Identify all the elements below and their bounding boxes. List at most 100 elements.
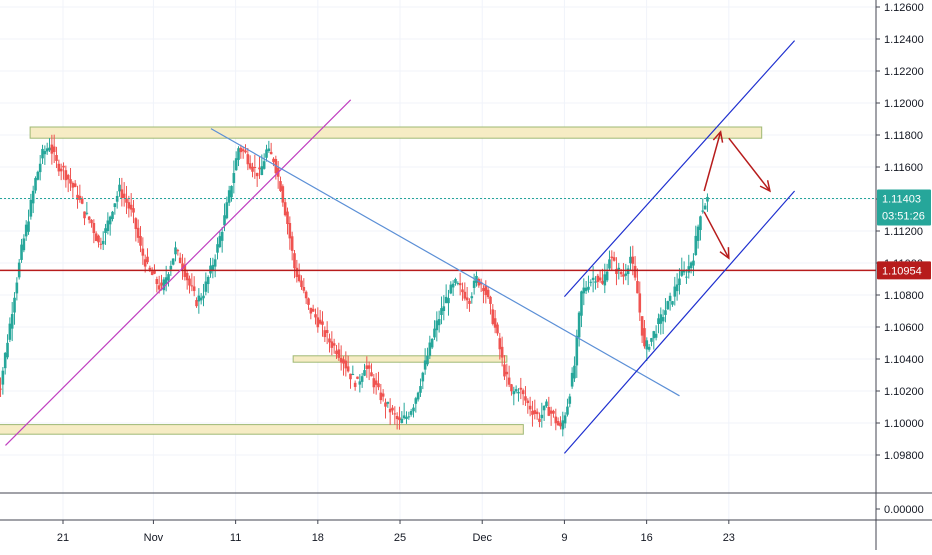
candle[interactable] — [195, 297, 198, 308]
candle[interactable] — [577, 311, 581, 347]
candle[interactable] — [647, 344, 651, 352]
candle[interactable] — [640, 316, 644, 344]
candle[interactable] — [589, 279, 593, 287]
candle[interactable] — [617, 262, 621, 280]
candle[interactable] — [671, 300, 674, 307]
candle[interactable] — [678, 268, 681, 295]
candle[interactable] — [31, 185, 35, 214]
zone-1[interactable] — [292, 355, 508, 363]
drawings[interactable] — [0, 40, 876, 454]
candle[interactable] — [94, 231, 98, 242]
candle[interactable] — [248, 155, 252, 170]
candle[interactable] — [682, 261, 686, 276]
candle[interactable] — [528, 396, 532, 417]
candle[interactable] — [24, 220, 28, 241]
candle[interactable] — [127, 195, 131, 218]
candle[interactable] — [554, 408, 558, 431]
candle[interactable] — [230, 185, 233, 202]
candle[interactable] — [181, 254, 184, 280]
candle[interactable] — [295, 259, 299, 283]
candle[interactable] — [484, 280, 488, 304]
arrow-2[interactable] — [703, 211, 730, 259]
candle[interactable] — [162, 277, 166, 295]
candle[interactable] — [185, 270, 189, 290]
candle[interactable] — [645, 337, 649, 362]
candle[interactable] — [435, 311, 439, 342]
candle[interactable] — [34, 176, 37, 194]
candle[interactable] — [55, 146, 58, 169]
candle[interactable] — [559, 416, 562, 430]
candle[interactable] — [122, 182, 126, 207]
candle[interactable] — [314, 308, 317, 325]
arrow-1[interactable] — [728, 137, 771, 192]
candle[interactable] — [80, 196, 84, 205]
candle[interactable] — [687, 254, 691, 279]
candle[interactable] — [204, 272, 208, 296]
candle[interactable] — [538, 412, 541, 428]
candle[interactable] — [15, 277, 19, 301]
candle[interactable] — [444, 284, 448, 304]
candle[interactable] — [76, 185, 79, 209]
candle[interactable] — [395, 412, 399, 430]
candle[interactable] — [496, 322, 499, 336]
candle[interactable] — [302, 278, 306, 294]
candle[interactable] — [491, 304, 495, 326]
candle[interactable] — [400, 411, 404, 424]
candle[interactable] — [13, 292, 16, 325]
candle[interactable] — [386, 401, 390, 408]
candle[interactable] — [258, 156, 261, 179]
candle[interactable] — [106, 212, 110, 235]
candle[interactable] — [561, 411, 565, 437]
candle[interactable] — [239, 144, 243, 159]
candle[interactable] — [120, 177, 124, 207]
candle[interactable] — [552, 409, 555, 418]
candle[interactable] — [146, 248, 149, 265]
candle[interactable] — [281, 184, 285, 207]
candle[interactable] — [318, 309, 322, 325]
candle[interactable] — [136, 219, 140, 243]
candle[interactable] — [297, 263, 301, 283]
candle[interactable] — [169, 260, 173, 276]
candle[interactable] — [323, 326, 327, 343]
candle[interactable] — [545, 399, 548, 408]
candle[interactable] — [104, 223, 107, 245]
candle[interactable] — [356, 376, 359, 380]
candle[interactable] — [482, 285, 485, 304]
candle[interactable] — [97, 234, 100, 248]
candle[interactable] — [192, 276, 196, 297]
candle[interactable] — [171, 258, 175, 266]
candle[interactable] — [540, 402, 544, 428]
candle[interactable] — [92, 219, 96, 244]
candle[interactable] — [381, 389, 385, 402]
candle[interactable] — [526, 398, 530, 414]
candle[interactable] — [409, 408, 413, 417]
candle[interactable] — [377, 371, 380, 391]
candle[interactable] — [206, 275, 210, 294]
candle[interactable] — [535, 408, 539, 420]
candle[interactable] — [209, 257, 212, 278]
candle[interactable] — [153, 264, 156, 275]
candle[interactable] — [3, 351, 7, 375]
candle[interactable] — [379, 383, 383, 404]
candle[interactable] — [570, 367, 574, 389]
candle[interactable] — [269, 142, 273, 155]
candle[interactable] — [673, 276, 677, 306]
candle[interactable] — [703, 202, 707, 210]
candle[interactable] — [57, 159, 61, 176]
candle[interactable] — [610, 250, 614, 271]
candle[interactable] — [370, 363, 373, 377]
candle[interactable] — [419, 378, 422, 397]
candle[interactable] — [251, 162, 254, 178]
candle[interactable] — [414, 396, 418, 413]
candle[interactable] — [190, 273, 194, 292]
candle[interactable] — [405, 411, 408, 424]
trendline-channel-upper[interactable] — [563, 40, 796, 298]
candle[interactable] — [253, 154, 257, 179]
candle[interactable] — [363, 363, 366, 377]
candle[interactable] — [587, 275, 590, 293]
candle[interactable] — [689, 261, 693, 274]
candle[interactable] — [603, 263, 607, 294]
candle[interactable] — [388, 398, 392, 425]
candle[interactable] — [150, 267, 154, 276]
candle[interactable] — [288, 216, 292, 250]
